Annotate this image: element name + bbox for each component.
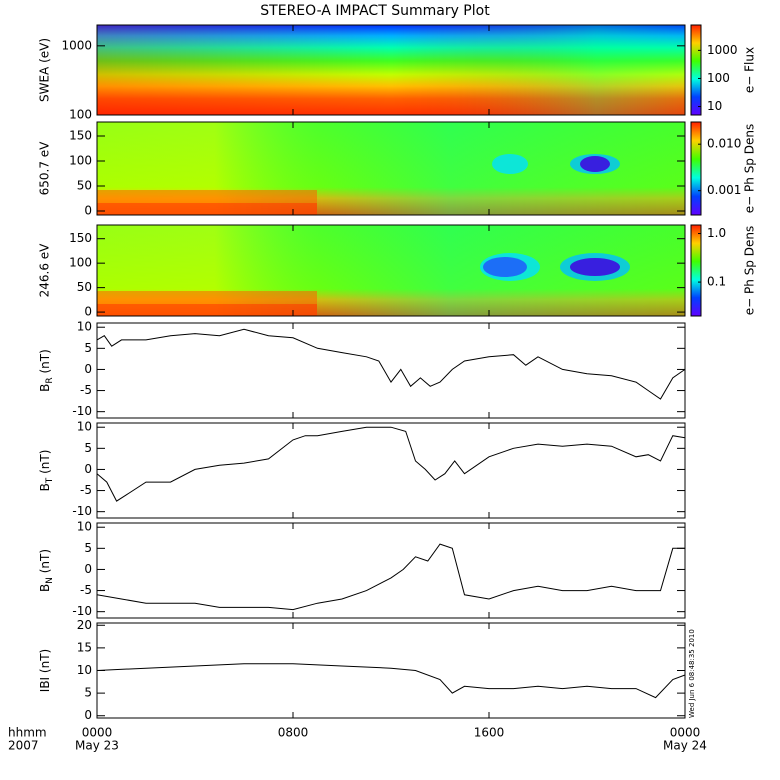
spectrogram-low [97, 304, 317, 316]
y-tick-label: -5 [80, 383, 92, 397]
y-tick-label: 5 [84, 441, 92, 455]
colorbar [690, 121, 702, 216]
panel-frame [96, 322, 686, 419]
y-axis-label-part: N [45, 577, 55, 584]
y-axis-label-part: B [38, 584, 52, 592]
y-axis-label-part: (nT) [38, 549, 52, 577]
data-line [96, 426, 686, 502]
colorbar-tick-label: 0.010 [707, 137, 741, 151]
spectrogram-shade [97, 25, 685, 115]
y-tick-label: 10 [77, 520, 92, 534]
y-tick-label: 100 [69, 108, 92, 122]
x-tick-label: 0000 [670, 726, 701, 740]
y-tick-label: 0 [84, 305, 92, 319]
date-label: May 24 [663, 739, 707, 753]
row-label: 2007 [8, 739, 39, 753]
colorbar-tick-label: 100 [707, 71, 730, 85]
y-axis-label: BT (nT) [38, 450, 55, 492]
panel-frame [96, 422, 686, 519]
y-axis-label: 650.7 eV [38, 141, 52, 196]
colorbar-label: e− Ph Sp Dens [743, 226, 757, 315]
y-tick-label: 5 [84, 686, 92, 700]
data-line [96, 328, 686, 400]
y-tick-label: -10 [72, 504, 92, 518]
title: STEREO-A IMPACT Summary Plot [260, 3, 490, 19]
y-tick-label: -10 [72, 404, 92, 418]
y-axis-label-part: (nT) [38, 450, 52, 478]
y-axis-label-part: T [45, 477, 55, 484]
y-tick-label: 0 [84, 562, 92, 576]
y-tick-label: 0 [84, 708, 92, 722]
y-tick-label: -10 [72, 604, 92, 618]
spectrogram-core [570, 258, 620, 276]
colorbar-tick-label: 10 [707, 99, 722, 113]
y-axis-label-part: R [45, 377, 55, 383]
y-tick-label: 15 [77, 640, 92, 654]
y-tick-label: 50 [77, 179, 92, 193]
y-tick-label: 100 [69, 154, 92, 168]
y-tick-label: 1000 [61, 38, 92, 52]
colorbar [690, 24, 702, 116]
y-axis-label: BN (nT) [38, 549, 55, 592]
y-tick-label: 10 [77, 663, 92, 677]
x-tick-label: 1600 [474, 726, 505, 740]
y-tick-label: 10 [77, 320, 92, 334]
y-axis-label: IBI (nT) [38, 649, 52, 692]
spectrogram-core [580, 156, 610, 172]
y-tick-label: 5 [84, 341, 92, 355]
colorbar-label: e− Flux [743, 47, 757, 93]
panel-frame [96, 622, 686, 719]
panel-frame [96, 522, 686, 619]
colorbar-tick-label: 0.1 [707, 275, 726, 289]
y-tick-label: 5 [84, 541, 92, 555]
colorbar-tick-label: 0.001 [707, 183, 741, 197]
y-axis-label: 246.6 eV [38, 243, 52, 298]
y-tick-label: -5 [80, 583, 92, 597]
y-axis-label-part: (nT) [38, 349, 52, 377]
x-tick-label: 0000 [82, 726, 113, 740]
colorbar [690, 224, 702, 317]
y-tick-label: 150 [69, 129, 92, 143]
y-tick-label: 100 [69, 256, 92, 270]
y-axis-label-part: IBI (nT) [38, 649, 52, 692]
y-axis-label-part: B [38, 384, 52, 392]
data-line [96, 663, 686, 699]
spectrogram-core [483, 257, 527, 277]
timestamp: Wed Jun 6 08:48:35 2010 [688, 629, 696, 718]
y-tick-label: 10 [77, 420, 92, 434]
colorbar-label: e− Ph Sp Dens [743, 124, 757, 213]
y-tick-label: -5 [80, 483, 92, 497]
spectrogram-low [97, 203, 317, 215]
x-tick-label: 0800 [278, 726, 309, 740]
y-tick-label: 50 [77, 280, 92, 294]
y-axis-label: BR (nT) [38, 349, 55, 392]
y-tick-label: 150 [69, 231, 92, 245]
colorbar-tick-label: 1000 [707, 43, 738, 57]
spectrogram-blob [492, 154, 528, 174]
row-label: hhmm [8, 726, 47, 740]
data-line [96, 543, 685, 611]
y-tick-label: 0 [84, 204, 92, 218]
y-tick-label: 0 [84, 462, 92, 476]
y-tick-label: 20 [77, 618, 92, 632]
date-label: May 23 [75, 739, 119, 753]
panel-frame [96, 24, 686, 116]
y-tick-label: 0 [84, 362, 92, 376]
panel-frame [96, 224, 686, 317]
y-axis-label: SWEA (eV) [38, 38, 52, 102]
panel-frame [96, 121, 686, 216]
colorbar-tick-label: 1.0 [707, 226, 726, 240]
y-axis-label-part: B [38, 483, 52, 491]
